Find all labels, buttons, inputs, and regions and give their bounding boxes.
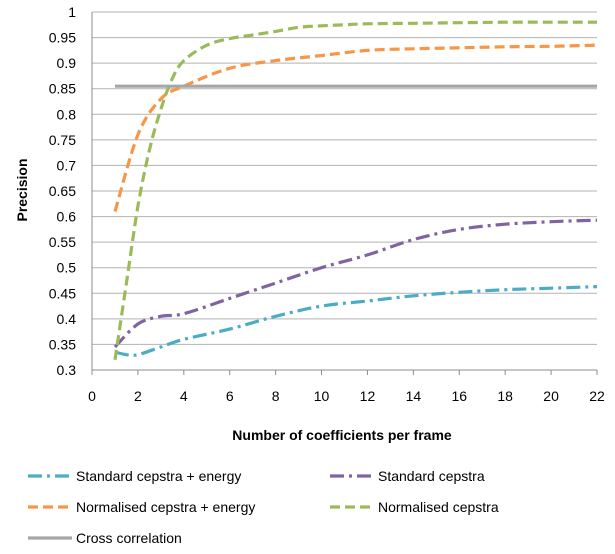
- x-tick-label: 20: [543, 388, 559, 404]
- y-tick-label: 0.5: [57, 260, 77, 276]
- legend-item-normalised-cepstra-energy: Normalised cepstra + energy: [28, 499, 255, 515]
- y-tick-label: 0.9: [57, 55, 77, 71]
- legend: Standard cepstra + energy Standard cepstr…: [28, 468, 499, 546]
- y-tick-label: 0.3: [57, 362, 77, 378]
- legend-label: Cross correlation: [76, 530, 182, 546]
- legend-label: Standard cepstra + energy: [76, 468, 241, 484]
- y-tick-label: 0.7: [57, 157, 77, 173]
- tick-labels: 0.3 0.35 0.4 0.45 0.5 0.55 0.6 0.65 0.7 0.75 0.8 0.…: [49, 4, 605, 404]
- legend-item-standard-cepstra-energy: Standard cepstra + energy: [28, 468, 241, 484]
- x-tick-label: 22: [589, 388, 605, 404]
- x-tick-label: 6: [226, 388, 234, 404]
- x-tick-label: 4: [180, 388, 188, 404]
- series-line-normalised-cepstra: [113, 20, 597, 361]
- y-tick-label: 0.55: [49, 234, 76, 250]
- x-tick-label: 8: [272, 388, 280, 404]
- x-tick-label: 16: [451, 388, 467, 404]
- x-tick-label: 14: [406, 388, 422, 404]
- legend-label: Normalised cepstra: [378, 499, 499, 515]
- x-tick-label: 18: [497, 388, 513, 404]
- x-tick-label: 0: [88, 388, 96, 404]
- series-line-standard-cepstra-energy: [114, 285, 598, 357]
- y-tick-label: 0.4: [57, 311, 77, 327]
- y-tick-label: 0.65: [49, 183, 76, 199]
- x-tick-label: 2: [134, 388, 142, 404]
- series-line-standard-cepstra: [113, 218, 598, 349]
- x-tick-label: 10: [314, 388, 330, 404]
- y-tick-label: 0.6: [57, 209, 77, 225]
- y-tick-label: 0.95: [49, 30, 76, 46]
- legend-item-normalised-cepstra: Normalised cepstra: [330, 499, 499, 515]
- axes: [91, 12, 598, 375]
- legend-label: Standard cepstra: [378, 468, 485, 484]
- legend-item-cross-correlation: Cross correlation: [28, 530, 182, 546]
- y-axis-title: Precision: [14, 158, 30, 221]
- series-line-normalised-cepstra-energy: [113, 43, 598, 212]
- y-tick-label: 0.8: [57, 106, 77, 122]
- y-tick-label: 0.85: [49, 81, 76, 97]
- x-axis-title: Number of coefficients per frame: [232, 427, 452, 443]
- y-tick-label: 0.35: [49, 336, 76, 352]
- legend-label: Normalised cepstra + energy: [76, 499, 255, 515]
- x-tick-label: 12: [360, 388, 376, 404]
- y-tick-label: 1: [68, 4, 76, 20]
- gridlines: [92, 11, 597, 345]
- y-tick-label: 0.75: [49, 132, 76, 148]
- legend-item-standard-cepstra: Standard cepstra: [330, 468, 485, 484]
- series-lines: [113, 20, 598, 361]
- y-tick-label: 0.45: [49, 285, 76, 301]
